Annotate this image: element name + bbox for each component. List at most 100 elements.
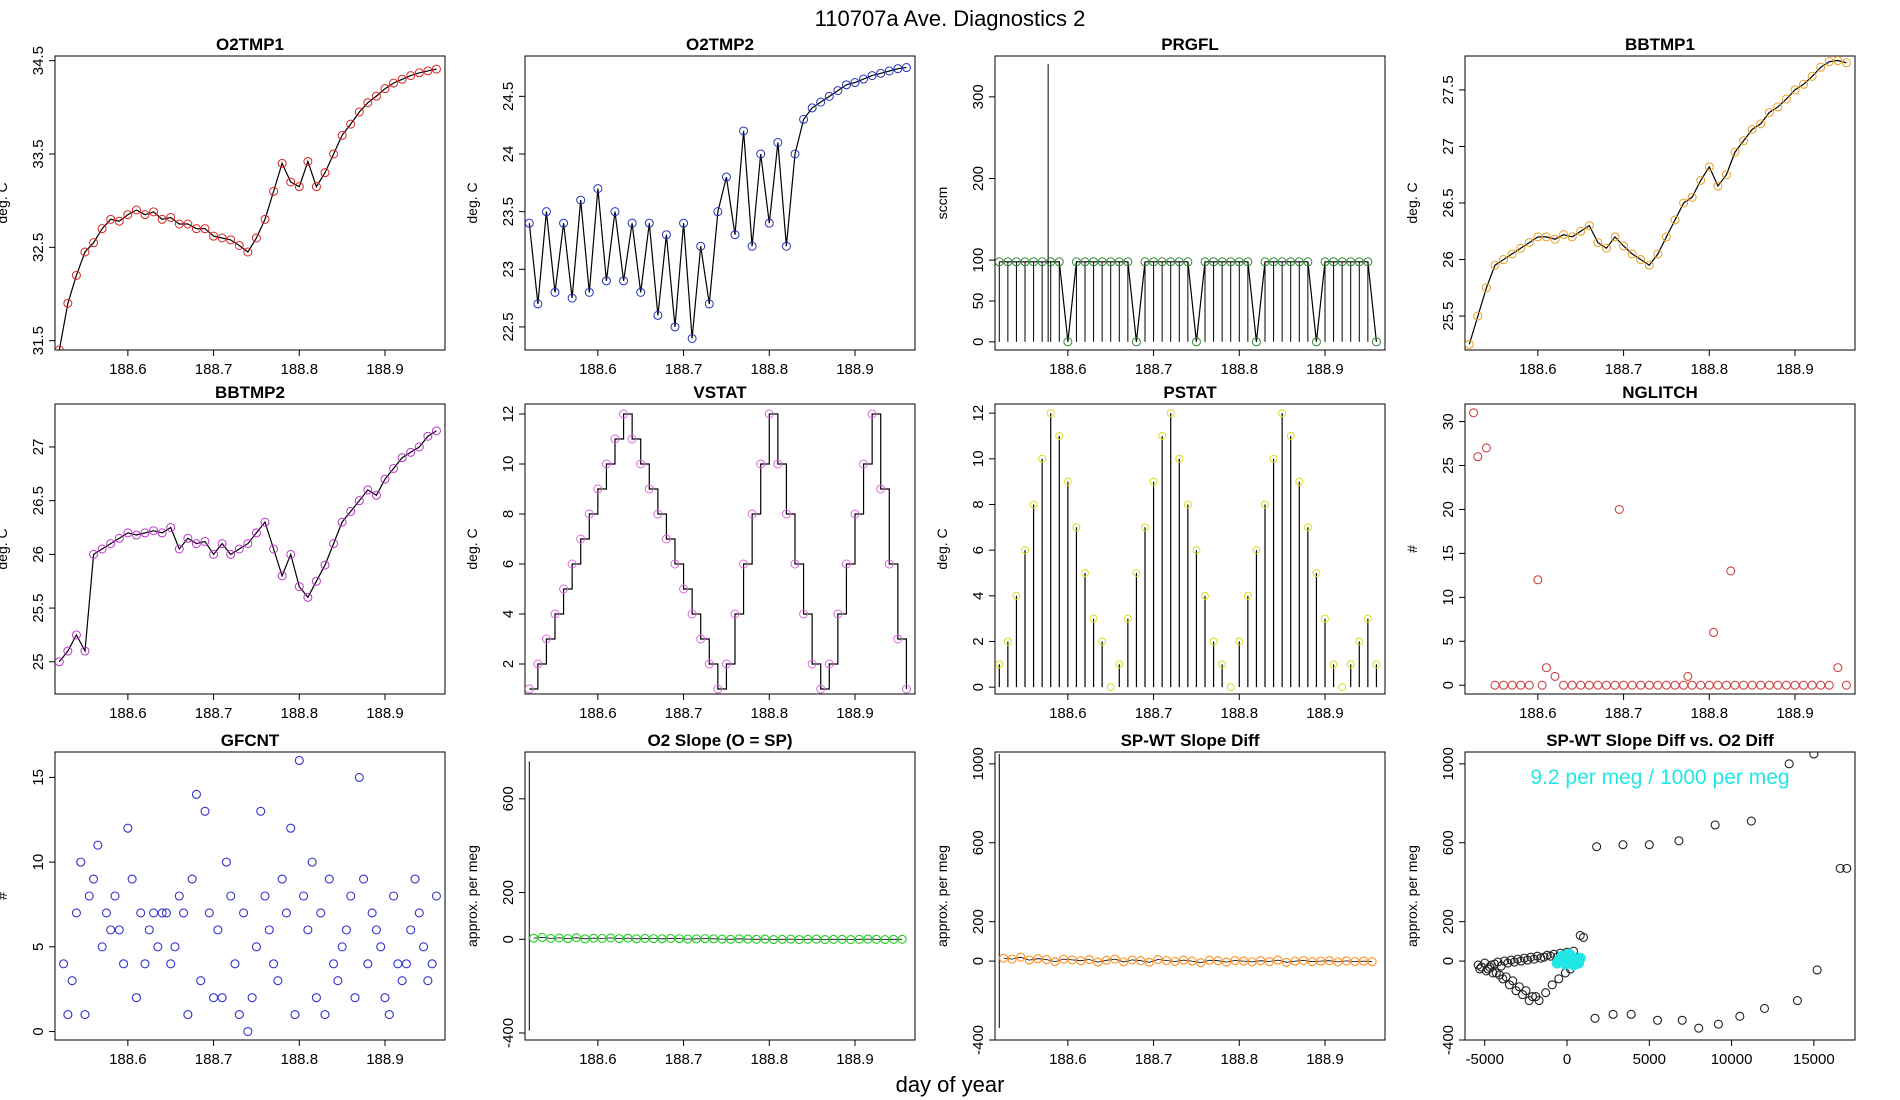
data-point [1503, 958, 1513, 968]
data-point [234, 240, 244, 250]
data-point [294, 582, 304, 592]
data-point [337, 517, 347, 527]
data-point [324, 874, 334, 884]
plot-area [59, 755, 441, 1037]
data-point [80, 646, 90, 656]
data-point [290, 1010, 300, 1020]
data-point [1097, 257, 1107, 267]
panel-title: O2TMP2 [686, 35, 754, 54]
data-point [550, 287, 560, 297]
data-point [867, 71, 877, 81]
data-point [1756, 119, 1766, 129]
data-point [1166, 257, 1176, 267]
data-point [200, 806, 210, 816]
data-point [794, 935, 804, 945]
y-axis-label: # [1404, 545, 1420, 553]
data-point [1063, 337, 1073, 347]
data-point [1627, 680, 1637, 690]
data-point [346, 506, 356, 516]
data-point [243, 247, 253, 257]
data-point [1029, 257, 1039, 267]
data-point [1321, 614, 1329, 623]
data-point [341, 925, 351, 935]
data-point [764, 218, 774, 228]
data-point [1504, 980, 1514, 990]
data-point [584, 509, 594, 519]
data-point [1799, 79, 1809, 89]
data-point [571, 933, 581, 943]
data-point [807, 103, 817, 113]
data-point [1739, 136, 1749, 146]
panels: O2TMP1 deg. C 188.6 188.7 188.8 188.9 31.5 32.5… [0, 35, 1856, 1068]
data-point [1294, 257, 1304, 267]
data-point [419, 942, 429, 952]
data-point [1363, 614, 1372, 623]
y-tick-label: 25.5 [1440, 301, 1457, 330]
data-point [397, 976, 407, 986]
data-point [299, 891, 309, 901]
data-point [1601, 243, 1611, 253]
data-point [131, 205, 141, 215]
data-point [1781, 680, 1791, 690]
data-point [567, 559, 577, 569]
y-tick-label: 6 [500, 560, 517, 568]
data-point [1067, 955, 1077, 965]
y-tick-label: 25 [1440, 457, 1457, 474]
y-tick-label: 600 [1440, 830, 1457, 855]
data-point [601, 459, 611, 469]
data-point [1756, 680, 1766, 690]
data-point [1363, 257, 1373, 267]
plot-frame [524, 403, 916, 695]
data-point [260, 517, 270, 527]
data-point [277, 874, 287, 884]
data-point [1644, 840, 1654, 850]
data-point [1533, 232, 1543, 242]
data-point [204, 908, 214, 918]
data-point [149, 207, 159, 217]
data-point [525, 218, 534, 228]
plot-frame [994, 403, 1386, 695]
data-point [213, 925, 223, 935]
x-tick-label: 188.8 [1691, 361, 1729, 378]
data-point [709, 934, 719, 944]
data-point [320, 560, 330, 570]
y-axis-label: deg. C [0, 182, 10, 223]
data-point [226, 891, 236, 901]
data-point [593, 184, 603, 194]
data-point [995, 257, 1004, 267]
data-point [71, 908, 81, 918]
data-point [1490, 260, 1500, 270]
data-point [71, 630, 81, 640]
data-point [726, 934, 736, 944]
y-tick-label: 0 [970, 957, 987, 965]
data-point [269, 186, 279, 196]
data-point [144, 925, 154, 935]
data-point [1084, 954, 1094, 965]
data-point [1311, 337, 1321, 347]
data-point [1584, 221, 1594, 231]
data-point [1567, 232, 1577, 242]
y-tick-label: 50 [970, 293, 987, 310]
data-point [166, 523, 176, 533]
data-point [1807, 71, 1817, 81]
y-tick-label: 22.5 [500, 312, 517, 341]
y-tick-label: 25.5 [30, 593, 47, 622]
data-point [93, 840, 103, 850]
data-point [1221, 957, 1231, 967]
data-point [1469, 408, 1479, 418]
y-tick-label: 24.5 [500, 82, 517, 111]
x-tick-label: 188.9 [366, 1051, 404, 1068]
x-tick-label: 188.9 [836, 705, 874, 722]
data-point [893, 634, 903, 644]
data-point [721, 172, 731, 182]
data-point [893, 64, 903, 74]
data-point [653, 509, 663, 519]
data-point [1063, 477, 1072, 486]
data-point [799, 114, 809, 124]
data-point [1350, 956, 1360, 967]
y-tick-label: 33.5 [30, 139, 47, 168]
data-point [1593, 238, 1603, 248]
x-tick-label: 188.6 [109, 1051, 147, 1068]
x-tick-label: 188.9 [836, 361, 874, 378]
data-point [1498, 974, 1508, 984]
